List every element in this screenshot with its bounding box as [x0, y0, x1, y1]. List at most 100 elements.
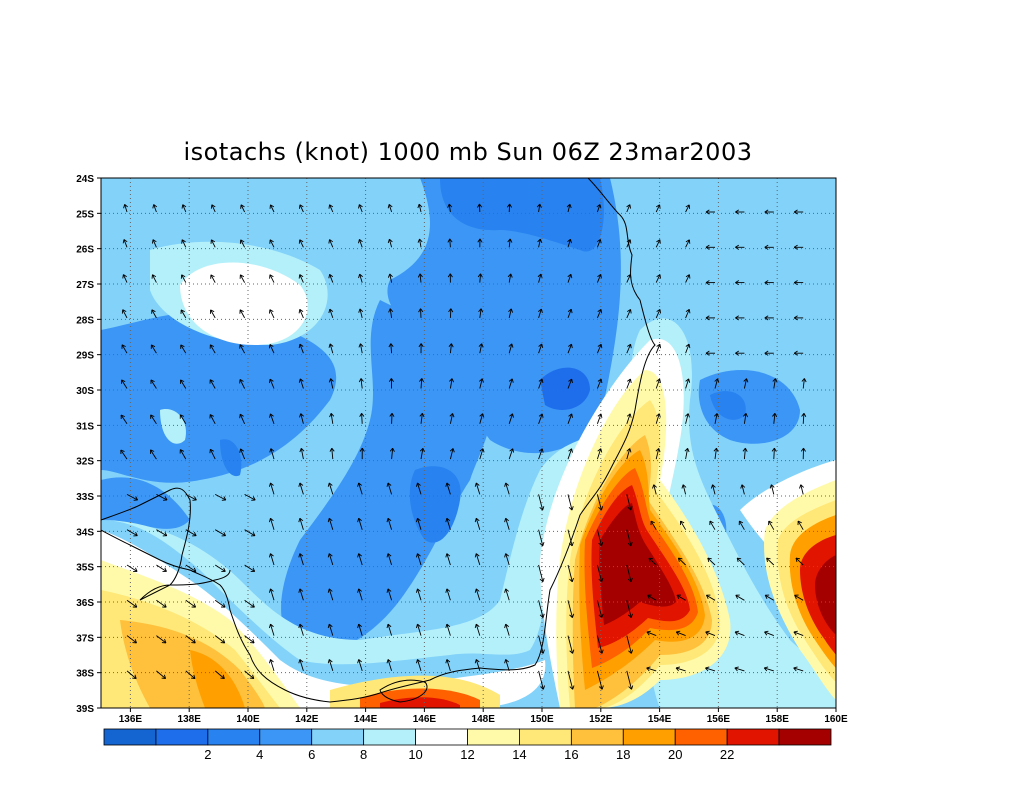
wind-arrow	[298, 588, 304, 601]
coastline-island	[379, 679, 428, 703]
wind-arrow	[566, 203, 572, 213]
wind-arrow	[567, 448, 573, 460]
wind-arrow	[655, 448, 661, 460]
wind-arrow	[596, 239, 602, 248]
lat-label: 32S	[76, 457, 94, 468]
wind-arrow	[180, 274, 187, 283]
wind-arrow	[504, 517, 510, 530]
wind-arrow	[626, 343, 632, 354]
wind-arrow	[244, 635, 255, 644]
wind-arrow	[538, 308, 543, 319]
wind-arrow	[596, 635, 604, 654]
wind-arrow	[793, 280, 804, 286]
colorbar-swatch	[259, 728, 313, 746]
wind-arrow	[567, 529, 574, 547]
wind-arrow	[269, 204, 275, 213]
wind-arrow	[567, 308, 573, 319]
colorbar-label: 22	[720, 747, 734, 762]
wind-arrow	[126, 670, 137, 680]
wind-arrow	[655, 239, 661, 248]
lon-label: 158E	[766, 714, 790, 725]
wind-arrow	[448, 308, 454, 318]
wind-arrow	[626, 448, 632, 460]
wind-arrow	[448, 343, 454, 354]
wind-arrow	[705, 630, 716, 637]
colorbar-swatch	[622, 728, 676, 746]
lon-label: 160E	[824, 714, 848, 725]
wind-arrow	[793, 244, 804, 250]
wind-arrow	[358, 378, 364, 389]
wind-arrow	[445, 659, 451, 672]
wind-arrow	[357, 588, 363, 601]
wind-arrow	[179, 414, 187, 425]
wind-arrow	[474, 659, 481, 672]
wind-arrow	[538, 635, 545, 654]
wind-arrow	[329, 413, 335, 424]
wind-arrow	[801, 412, 807, 424]
wind-arrow	[479, 378, 484, 389]
wind-arrow	[735, 315, 745, 321]
wind-arrow	[359, 447, 365, 460]
wind-arrow	[268, 553, 275, 566]
wind-arrow	[214, 529, 226, 537]
wind-arrow	[508, 308, 514, 319]
wind-arrow	[386, 517, 393, 530]
wind-arrow	[298, 343, 304, 354]
wind-arrow	[156, 635, 167, 644]
wind-arrow	[650, 520, 657, 530]
lat-label: 33S	[76, 492, 94, 503]
wind-arrow	[329, 447, 335, 460]
wind-arrow	[646, 666, 657, 672]
wind-arrow	[596, 308, 603, 319]
wind-arrow	[705, 280, 715, 286]
colorbar-swatch	[674, 728, 728, 746]
wind-arrow	[764, 350, 774, 356]
wind-arrow	[357, 517, 363, 530]
wind-arrow	[685, 343, 691, 354]
wind-arrow	[419, 413, 425, 424]
wind-arrow	[387, 273, 393, 283]
wind-arrow	[185, 529, 197, 537]
wind-arrow	[677, 557, 686, 566]
wind-arrow	[685, 239, 691, 248]
wind-arrow	[596, 600, 604, 618]
wind-arrow	[298, 517, 304, 530]
wind-arrow	[210, 274, 216, 283]
wind-arrow	[626, 274, 632, 283]
wind-arrow	[684, 447, 690, 460]
wind-arrow	[359, 412, 365, 424]
wind-arrow	[538, 448, 544, 460]
wind-arrow	[449, 378, 455, 389]
wind-arrow	[626, 413, 632, 424]
colorbar-label: 8	[360, 747, 367, 762]
wind-arrow	[357, 553, 363, 566]
wind-arrow	[685, 309, 691, 319]
wind-arrow	[567, 494, 574, 511]
wind-arrow	[240, 204, 246, 213]
colorbar-swatch	[415, 728, 468, 746]
wind-arrow	[793, 666, 804, 672]
wind-arrow	[538, 413, 544, 424]
wind-arrow	[507, 238, 513, 248]
wind-arrow	[327, 553, 334, 566]
wind-arrow	[655, 378, 661, 389]
wind-arrow	[386, 553, 393, 566]
wind-arrow	[679, 520, 686, 530]
wind-arrow	[327, 517, 334, 530]
wind-arrow	[714, 378, 720, 389]
wind-arrow	[504, 623, 510, 636]
wind-arrow	[239, 448, 246, 460]
wind-arrow	[214, 670, 225, 680]
wind-arrow	[179, 379, 187, 389]
wind-arrow	[389, 412, 395, 424]
wind-arrow	[181, 204, 187, 213]
wind-arrow	[357, 482, 363, 495]
colorbar-swatch	[778, 728, 832, 746]
wind-arrow	[735, 350, 745, 356]
wind-arrow	[298, 378, 304, 389]
wind-arrow	[298, 623, 304, 636]
wind-arrow	[298, 659, 304, 672]
wind-arrow	[151, 274, 157, 283]
wind-arrow	[799, 484, 804, 495]
wind-arrow	[386, 659, 393, 672]
